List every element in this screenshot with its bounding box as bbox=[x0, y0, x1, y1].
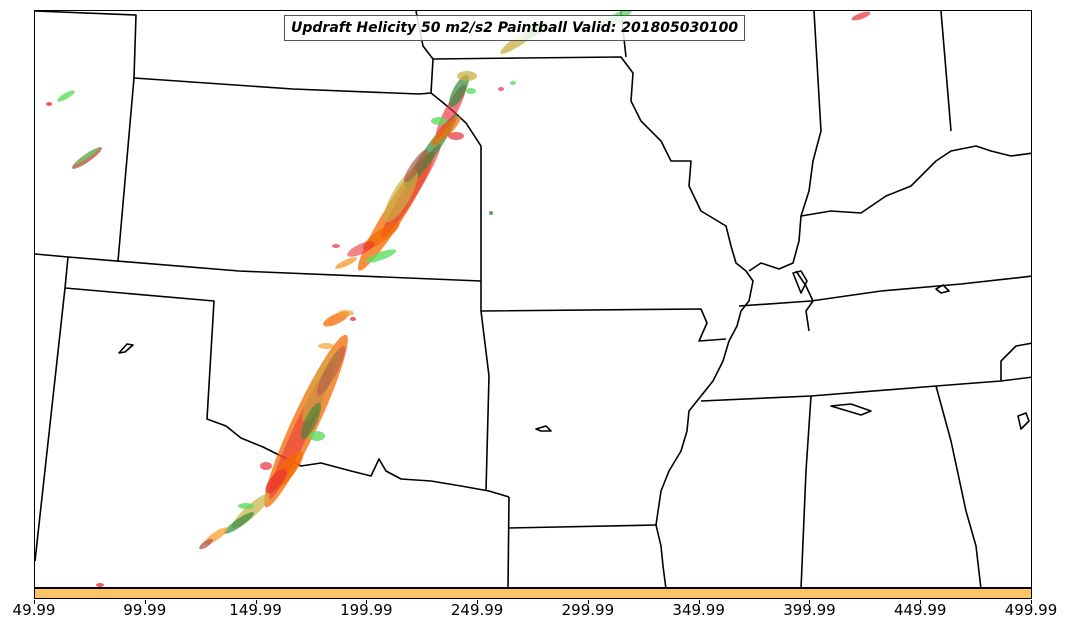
paint-blob bbox=[224, 512, 254, 534]
paint-blob bbox=[350, 317, 356, 321]
colorbar-tick-label: 249.99 bbox=[450, 601, 504, 619]
paint-blob bbox=[57, 90, 75, 102]
border-line bbox=[655, 340, 730, 587]
border-line bbox=[795, 270, 814, 332]
paint-blob bbox=[335, 257, 357, 269]
border-line bbox=[940, 11, 952, 132]
border-line bbox=[1000, 342, 1031, 381]
paint-blob bbox=[510, 81, 516, 85]
lake-outline bbox=[1017, 412, 1030, 430]
paint-blob bbox=[238, 503, 254, 509]
west-streaks bbox=[46, 90, 104, 587]
colorbar-tick-mark bbox=[1031, 600, 1032, 604]
colorbar-tick-label: 299.99 bbox=[561, 601, 615, 619]
paint-blob bbox=[309, 431, 325, 441]
paint-blob bbox=[851, 11, 871, 21]
colorbar-tick-mark bbox=[366, 600, 368, 604]
paint-blob bbox=[75, 147, 99, 165]
colorbar-tick-mark bbox=[920, 600, 922, 604]
paint-blob bbox=[448, 132, 464, 140]
colorbar-tick-mark bbox=[587, 600, 589, 604]
border-line bbox=[432, 56, 754, 342]
border-line bbox=[415, 11, 727, 342]
border-line bbox=[117, 77, 135, 262]
colorbar-tick-label: 199.99 bbox=[340, 601, 393, 619]
lake-outline bbox=[935, 284, 950, 294]
paint-blob bbox=[384, 169, 418, 223]
paint-blob bbox=[260, 462, 272, 470]
colorbar-tick-mark bbox=[698, 600, 700, 604]
paint-blob bbox=[466, 88, 476, 94]
border-line bbox=[738, 275, 1031, 307]
colorbar-tick-mark bbox=[34, 600, 35, 604]
border-line bbox=[35, 287, 66, 562]
north-swath bbox=[332, 71, 516, 271]
colorbar-tick-label: 399.99 bbox=[783, 601, 836, 619]
colorbar-tick-mark bbox=[477, 600, 479, 604]
map-panel bbox=[34, 10, 1032, 588]
map-canvas bbox=[35, 11, 1031, 587]
paint-blob bbox=[332, 244, 340, 248]
paint-blob bbox=[403, 149, 429, 183]
paint-blob bbox=[457, 71, 477, 81]
paint-blob bbox=[449, 74, 469, 108]
colorbar-tick-label: 349.99 bbox=[672, 601, 725, 619]
state-borders bbox=[35, 11, 1031, 587]
colorbar bbox=[34, 588, 1032, 599]
border-line bbox=[800, 145, 1031, 217]
paint-blob bbox=[300, 402, 322, 440]
colorbar-tick-label: 99.99 bbox=[123, 601, 167, 619]
colorbar-tick-label: 499.99 bbox=[1004, 601, 1058, 619]
south-swath bbox=[199, 310, 356, 550]
border-line bbox=[800, 395, 812, 587]
map-title: Updraft Helicity 50 m2/s2 Paintball Vali… bbox=[284, 15, 746, 41]
paint-blob bbox=[96, 583, 104, 587]
paintball-swaths bbox=[46, 11, 871, 587]
paint-blob bbox=[431, 116, 461, 146]
paint-blob bbox=[365, 249, 397, 263]
border-line bbox=[64, 287, 510, 498]
border-line bbox=[507, 524, 657, 529]
paint-blob bbox=[489, 211, 493, 215]
lake-outline bbox=[792, 270, 808, 294]
border-line bbox=[748, 11, 822, 272]
paint-blob bbox=[338, 310, 354, 316]
paint-blob bbox=[498, 87, 504, 91]
border-line bbox=[480, 310, 490, 492]
border-line bbox=[700, 376, 1031, 402]
paint-blob bbox=[318, 343, 334, 349]
border-line bbox=[67, 256, 482, 282]
border-line bbox=[35, 253, 69, 289]
colorbar-tick-mark bbox=[144, 600, 146, 604]
lake-outline bbox=[118, 343, 134, 354]
colorbar-tick-label: 449.99 bbox=[893, 601, 947, 619]
paint-blob bbox=[265, 468, 287, 494]
paint-blob bbox=[46, 102, 52, 106]
border-line bbox=[935, 385, 982, 587]
colorbar-tick-label: 49.99 bbox=[12, 601, 56, 619]
paint-blob bbox=[199, 538, 213, 550]
colorbar-tick-mark bbox=[809, 600, 811, 604]
paint-blob bbox=[316, 346, 346, 396]
colorbar-tick-mark bbox=[255, 600, 257, 604]
colorbar-tick-label: 149.99 bbox=[229, 601, 282, 619]
border-line bbox=[35, 11, 432, 95]
border-line bbox=[507, 496, 510, 587]
paint-blob bbox=[431, 117, 447, 125]
lake-outline bbox=[535, 425, 552, 432]
paint-blob bbox=[347, 241, 375, 257]
lake-outline bbox=[830, 403, 872, 416]
